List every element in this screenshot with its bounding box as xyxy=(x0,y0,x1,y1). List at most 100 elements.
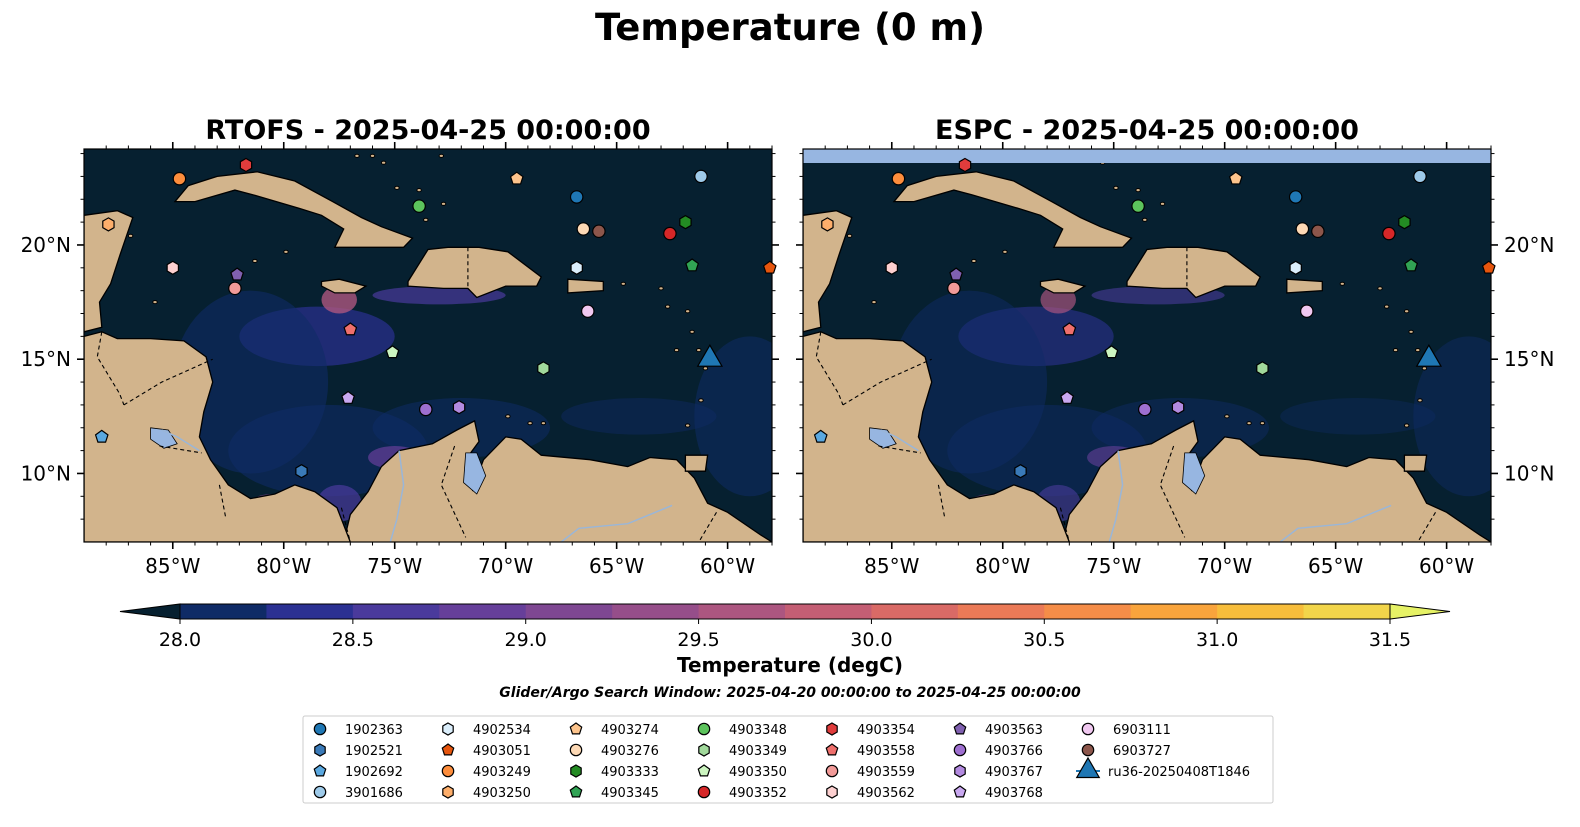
obs-marker-4903349 xyxy=(537,361,550,376)
obs-marker-4903562 xyxy=(166,260,179,276)
legend-marker-4903249 xyxy=(441,764,455,778)
lon-tick-label: 80°W xyxy=(256,554,311,578)
colorbar-segment xyxy=(1130,604,1218,619)
small-island xyxy=(689,329,695,334)
small-island xyxy=(1421,366,1428,371)
small-island xyxy=(416,188,422,193)
obs-marker-4903051 xyxy=(1481,260,1496,274)
obs-marker-4903558 xyxy=(1062,322,1077,336)
obs-marker-1902692 xyxy=(94,429,109,443)
lat-tick-label: 10°N xyxy=(21,461,71,485)
legend-marker-4903348 xyxy=(697,722,711,736)
obs-marker-4903767 xyxy=(452,399,466,415)
obs-marker-4903250 xyxy=(102,217,115,232)
legend-label: 1902363 xyxy=(345,723,403,738)
lon-tick-label: 85°W xyxy=(145,554,200,578)
small-island xyxy=(394,185,400,190)
small-island xyxy=(696,347,702,353)
obs-marker-4903768 xyxy=(1060,390,1074,404)
small-island xyxy=(971,258,977,264)
legend-marker-6903727 xyxy=(1081,743,1095,757)
obs-marker-4903333 xyxy=(679,214,692,230)
hispaniola-land xyxy=(1126,246,1262,299)
country-border xyxy=(1059,507,1070,542)
cuba-land xyxy=(892,171,1133,248)
small-island xyxy=(1417,398,1423,403)
jamaica-land xyxy=(320,278,368,294)
small-island xyxy=(684,423,691,428)
small-island xyxy=(658,286,664,291)
small-island xyxy=(438,153,445,158)
temperature-field-patch xyxy=(561,398,717,435)
legend-marker-4903051 xyxy=(441,743,455,756)
small-island xyxy=(1403,309,1410,314)
river xyxy=(880,429,919,452)
colorbar-segment xyxy=(612,604,700,619)
obs-marker-ru36-20250408T1846 xyxy=(1415,344,1443,367)
obs-marker-4903274 xyxy=(509,171,524,185)
legend-marker-1902692 xyxy=(313,764,327,777)
obs-marker-4903250 xyxy=(821,217,834,232)
obs-marker-1902363 xyxy=(1288,190,1303,204)
colorbar-segment xyxy=(698,604,786,619)
legend-marker-4902534 xyxy=(442,722,454,736)
obs-marker-4903276 xyxy=(1295,222,1310,236)
obs-marker-4903352 xyxy=(1382,226,1396,241)
lon-tick-label: 75°W xyxy=(1086,554,1141,578)
lat-tick-label: 20°N xyxy=(21,233,71,257)
small-island xyxy=(1142,217,1148,222)
espc-map-panel: ESPC - 2025-04-25 00:00:00 85°W 80°W 75°W 7… xyxy=(796,115,1554,578)
lat-tick-label: 15°N xyxy=(21,347,71,371)
yucatan-land xyxy=(803,210,853,333)
map-frame xyxy=(83,148,773,543)
obs-marker-4903563 xyxy=(949,267,964,281)
small-island xyxy=(252,258,258,264)
legend-label: 4903562 xyxy=(857,786,915,801)
colorbar-frame xyxy=(179,603,1391,620)
legend-label: 4903250 xyxy=(473,786,531,801)
legend-label: 4903559 xyxy=(857,765,915,780)
legend-marker-1902521 xyxy=(314,743,326,757)
colorbar-segment xyxy=(439,604,527,619)
puertoRico-land xyxy=(1286,278,1323,294)
obs-marker-6903111 xyxy=(581,304,595,319)
colorbar-tick-label: 29.5 xyxy=(677,629,719,651)
small-island xyxy=(1392,347,1399,353)
obs-marker-4902534 xyxy=(570,260,583,276)
small-island xyxy=(354,153,360,158)
figure-title: Temperature (0 m) xyxy=(594,6,986,49)
country-border xyxy=(937,484,946,520)
centralAm-land xyxy=(803,331,1070,542)
colorbar-tick-label: 30.5 xyxy=(1023,629,1065,651)
south-america-land xyxy=(343,419,772,542)
legend-marker-4903349 xyxy=(698,743,710,757)
obs-marker-4903348 xyxy=(412,199,426,213)
lat-tick-label: 20°N xyxy=(1504,233,1554,257)
obs-marker-4903352 xyxy=(663,226,677,241)
legend-label: 4903354 xyxy=(857,723,915,738)
small-island xyxy=(684,309,691,314)
obs-marker-4903766 xyxy=(419,402,433,417)
trinidad-land xyxy=(1403,454,1428,472)
legend-marker-4903345 xyxy=(569,785,583,798)
colorbar-segment xyxy=(266,604,354,619)
small-island xyxy=(698,398,704,403)
legend-marker-ru36-20250408T1846 xyxy=(1075,756,1101,779)
colorbar-segment xyxy=(1044,604,1132,619)
search-window-text: Glider/Argo Search Window: 2025-04-20 00… xyxy=(499,685,1081,701)
legend-label: 4903249 xyxy=(473,765,531,780)
legend-label: 4903766 xyxy=(985,744,1043,759)
no-data-band xyxy=(803,149,1491,163)
colorbar-extend-low xyxy=(119,603,181,620)
obs-marker-4903249 xyxy=(172,171,187,186)
river xyxy=(389,450,405,542)
legend-marker-4903276 xyxy=(569,743,583,757)
legend-label: 4903352 xyxy=(729,786,787,801)
obs-marker-ru36-20250408T1846 xyxy=(696,344,724,367)
obs-marker-4903276 xyxy=(576,222,591,236)
colorbar-segment xyxy=(1217,604,1305,619)
small-island xyxy=(505,414,511,419)
lat-tick-label: 15°N xyxy=(1504,347,1554,371)
lat-tick-label: 10°N xyxy=(1504,461,1554,485)
country-border xyxy=(1159,445,1186,538)
